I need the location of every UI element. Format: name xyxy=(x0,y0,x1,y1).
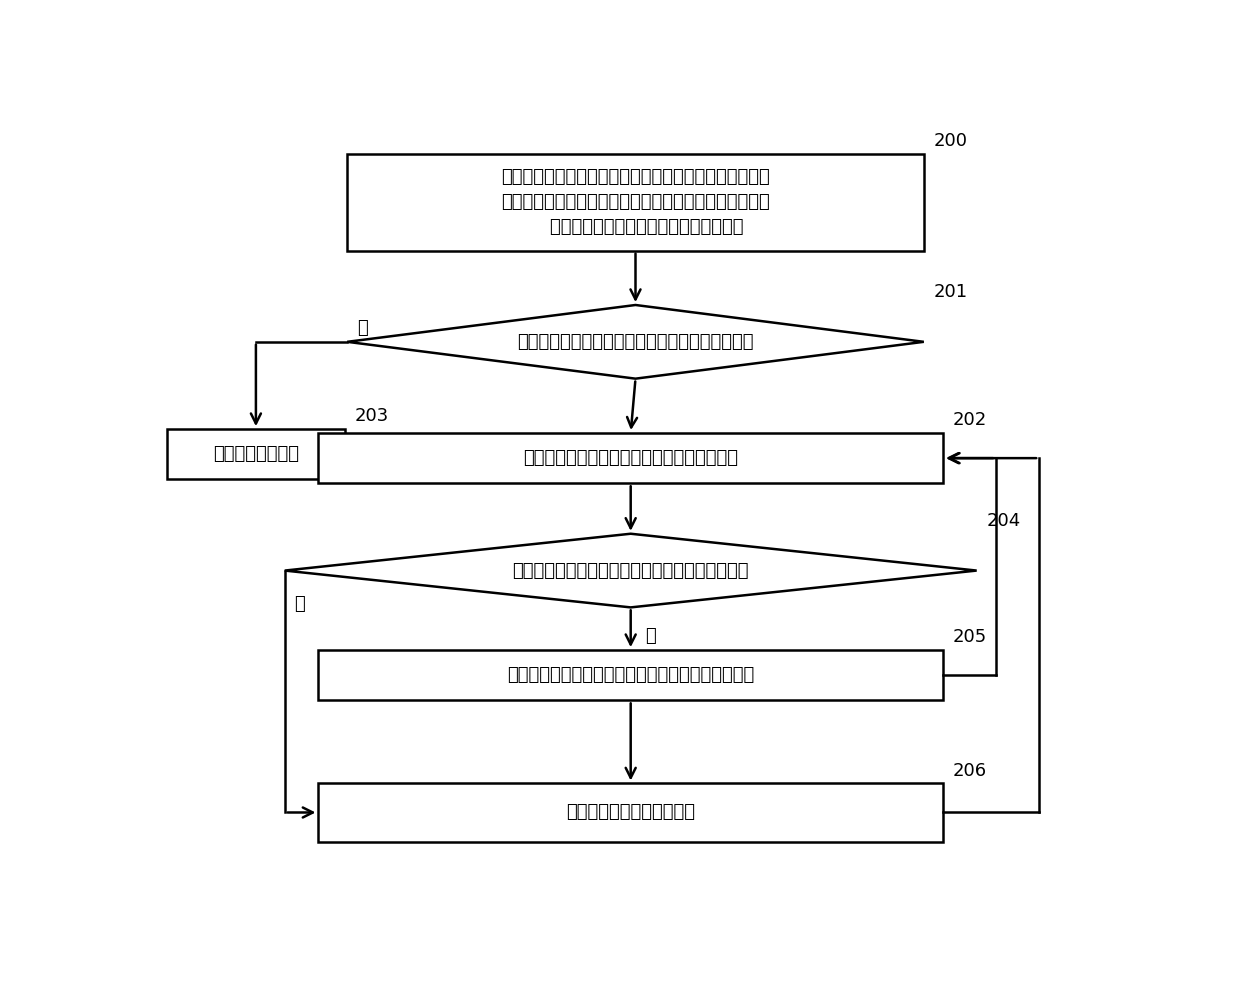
Text: 203: 203 xyxy=(355,407,388,425)
Text: 否: 否 xyxy=(357,318,367,336)
Bar xyxy=(167,429,345,479)
Text: 持续维持待机状态: 持续维持待机状态 xyxy=(213,445,299,463)
Text: 否: 否 xyxy=(294,595,305,613)
Bar xyxy=(319,783,944,842)
Text: 为每一个加速度调控子集合中的加速度映射值分配对应的
加速度，为开机定值分配对应的开机指令，为关机定值分
    配对应的关机指令，并设置运行许可条件: 为每一个加速度调控子集合中的加速度映射值分配对应的 加速度，为开机定值分配对应的… xyxy=(501,168,770,237)
Polygon shape xyxy=(347,305,924,379)
Bar xyxy=(319,433,944,483)
Text: 206: 206 xyxy=(952,761,987,779)
Text: 接收外部发送的握手信号，判断握手信号是否真实: 接收外部发送的握手信号，判断握手信号是否真实 xyxy=(517,333,754,350)
Text: 根据当前调控指示信号集合，调控压缩机的运行参数: 根据当前调控指示信号集合，调控压缩机的运行参数 xyxy=(507,667,754,684)
Text: 200: 200 xyxy=(934,132,967,150)
Text: 201: 201 xyxy=(934,283,967,301)
Polygon shape xyxy=(285,534,977,607)
Text: 204: 204 xyxy=(986,512,1021,530)
Bar xyxy=(347,154,924,251)
Text: 判断当前调控指示信号集合是否满足运行许可条件: 判断当前调控指示信号集合是否满足运行许可条件 xyxy=(512,562,749,580)
Text: 202: 202 xyxy=(952,411,987,429)
Text: 忽略当前调控指示信号集合: 忽略当前调控指示信号集合 xyxy=(567,804,696,822)
Bar xyxy=(319,651,944,701)
Text: 205: 205 xyxy=(952,628,987,646)
Text: 接收外部控制器发送的当前调控指示信号集合: 接收外部控制器发送的当前调控指示信号集合 xyxy=(523,449,738,467)
Text: 是: 是 xyxy=(645,627,656,645)
